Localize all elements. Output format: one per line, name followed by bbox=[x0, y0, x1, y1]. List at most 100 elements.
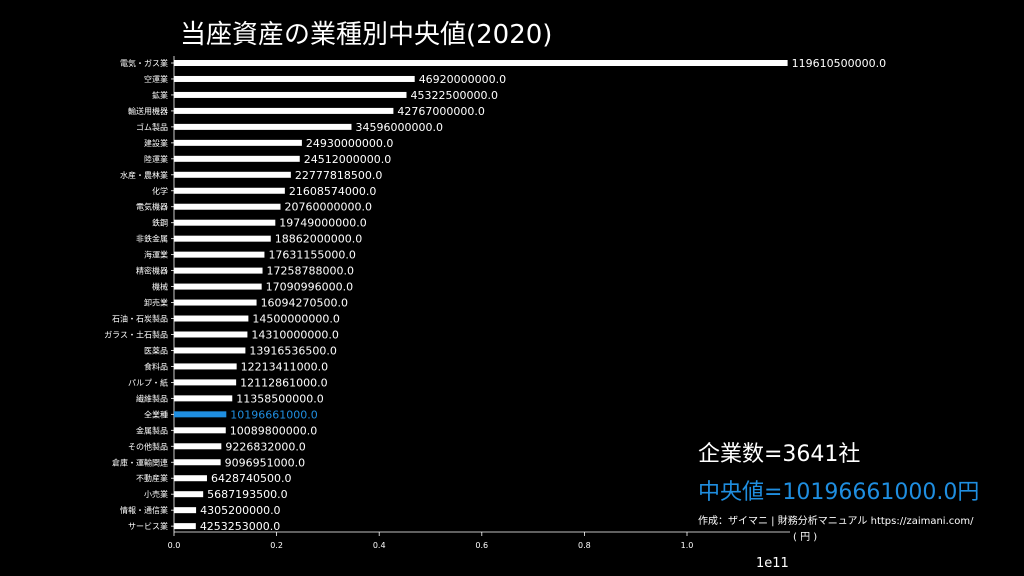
category-label: 陸運業 bbox=[144, 154, 168, 164]
bar bbox=[174, 251, 265, 258]
value-label: 6428740500.0 bbox=[211, 472, 291, 485]
category-label: 繊維製品 bbox=[136, 393, 168, 403]
value-label: 20760000000.0 bbox=[284, 201, 371, 214]
value-label: 42767000000.0 bbox=[397, 105, 484, 118]
x-tick-label: 0.6 bbox=[475, 541, 488, 550]
median-text: 中央値=10196661000.0円 bbox=[698, 480, 980, 505]
category-label: パルプ・紙 bbox=[128, 377, 168, 387]
category-label: 機械 bbox=[152, 282, 168, 292]
x-axis-scale-label: 1e11 bbox=[756, 556, 789, 571]
unit-label: ( 円 ) bbox=[793, 532, 818, 543]
category-label: 情報・通信業 bbox=[120, 505, 168, 515]
value-label: 14500000000.0 bbox=[252, 313, 339, 326]
category-label: 電気機器 bbox=[136, 202, 168, 212]
value-label: 119610500000.0 bbox=[792, 57, 886, 70]
bar bbox=[174, 283, 262, 290]
category-label: その他製品 bbox=[128, 441, 168, 451]
bar bbox=[174, 123, 352, 130]
value-label: 46920000000.0 bbox=[419, 73, 506, 86]
value-label: 17631155000.0 bbox=[268, 249, 355, 262]
bar bbox=[174, 347, 246, 354]
bar bbox=[174, 187, 285, 194]
bar bbox=[174, 523, 196, 530]
x-tick-label: 0.8 bbox=[578, 541, 591, 550]
category-label: ガラス・土石製品 bbox=[104, 329, 168, 339]
value-label: 24930000000.0 bbox=[306, 137, 393, 150]
category-label: 倉庫・運輸関連 bbox=[112, 457, 168, 467]
value-label: 16094270500.0 bbox=[261, 297, 348, 310]
value-label: 21608574000.0 bbox=[289, 185, 376, 198]
value-label: 24512000000.0 bbox=[304, 153, 391, 166]
bar bbox=[174, 427, 226, 434]
category-label: 金属製品 bbox=[136, 425, 168, 435]
credit-text: 作成：ザイマニ | 財務分析マニュアル https://zaimani.com/ bbox=[698, 516, 974, 527]
category-label: 建設業 bbox=[144, 138, 168, 148]
category-label: ゴム製品 bbox=[136, 122, 168, 132]
value-label: 13916536500.0 bbox=[249, 344, 336, 357]
value-label: 4253253000.0 bbox=[200, 520, 280, 533]
bar bbox=[174, 315, 249, 322]
chart-title: 当座資産の業種別中央値(2020) bbox=[180, 20, 553, 50]
value-label: 17090996000.0 bbox=[266, 281, 353, 294]
category-label: 全業種 bbox=[144, 409, 168, 419]
value-label: 4305200000.0 bbox=[200, 504, 280, 517]
bar bbox=[174, 395, 233, 402]
value-label: 10089800000.0 bbox=[230, 424, 317, 437]
bar bbox=[174, 107, 394, 114]
category-label: 鉄鋼 bbox=[152, 218, 168, 228]
x-tick-label: 0.2 bbox=[270, 541, 283, 550]
category-label: サービス業 bbox=[128, 521, 168, 531]
value-label: 17258788000.0 bbox=[267, 265, 354, 278]
x-tick-label: 0.4 bbox=[373, 541, 386, 550]
category-label: 石油・石炭製品 bbox=[112, 314, 168, 324]
value-label: 11358500000.0 bbox=[236, 392, 323, 405]
bar bbox=[174, 331, 248, 338]
bar bbox=[174, 411, 227, 418]
category-label: 非鉄金属 bbox=[136, 234, 168, 244]
category-label: 鉱業 bbox=[152, 90, 168, 100]
value-label: 22777818500.0 bbox=[295, 169, 382, 182]
category-label: 不動産業 bbox=[136, 473, 168, 483]
value-label: 5687193500.0 bbox=[207, 488, 287, 501]
category-label: 小売業 bbox=[144, 489, 168, 499]
bar bbox=[174, 267, 263, 274]
bar bbox=[174, 507, 197, 514]
value-label: 14310000000.0 bbox=[251, 328, 338, 341]
bar bbox=[174, 299, 257, 306]
bar bbox=[174, 155, 300, 162]
value-label: 12112861000.0 bbox=[240, 376, 327, 389]
value-label: 45322500000.0 bbox=[411, 89, 498, 102]
category-label: 海運業 bbox=[144, 250, 168, 260]
bar bbox=[174, 75, 415, 82]
category-label: 化学 bbox=[152, 186, 168, 196]
bar bbox=[174, 443, 222, 450]
category-label: 食料品 bbox=[144, 361, 168, 371]
value-label: 10196661000.0 bbox=[230, 408, 317, 421]
bar bbox=[174, 363, 237, 370]
value-label: 19749000000.0 bbox=[279, 217, 366, 230]
bar bbox=[174, 459, 221, 466]
bar bbox=[174, 203, 281, 210]
value-label: 9226832000.0 bbox=[225, 440, 305, 453]
value-label: 18862000000.0 bbox=[275, 233, 362, 246]
bar bbox=[174, 91, 407, 98]
bar bbox=[174, 475, 207, 482]
bar bbox=[174, 235, 271, 242]
bar bbox=[174, 139, 302, 146]
value-label: 34596000000.0 bbox=[355, 121, 442, 134]
bar bbox=[174, 171, 291, 178]
category-label: 卸売業 bbox=[144, 298, 168, 308]
bar bbox=[174, 60, 788, 66]
bar bbox=[174, 379, 237, 386]
value-label: 12213411000.0 bbox=[241, 360, 328, 373]
category-label: 輸送用機器 bbox=[128, 106, 168, 116]
category-label: 医薬品 bbox=[144, 345, 168, 355]
x-tick-label: 1.0 bbox=[681, 541, 694, 550]
category-label: 精密機器 bbox=[136, 266, 168, 276]
category-label: 空運業 bbox=[144, 74, 168, 84]
company-count-text: 企業数=3641社 bbox=[698, 442, 861, 467]
category-label: 電気・ガス業 bbox=[120, 58, 168, 68]
bar bbox=[174, 219, 276, 226]
x-tick-label: 0.0 bbox=[168, 541, 181, 550]
